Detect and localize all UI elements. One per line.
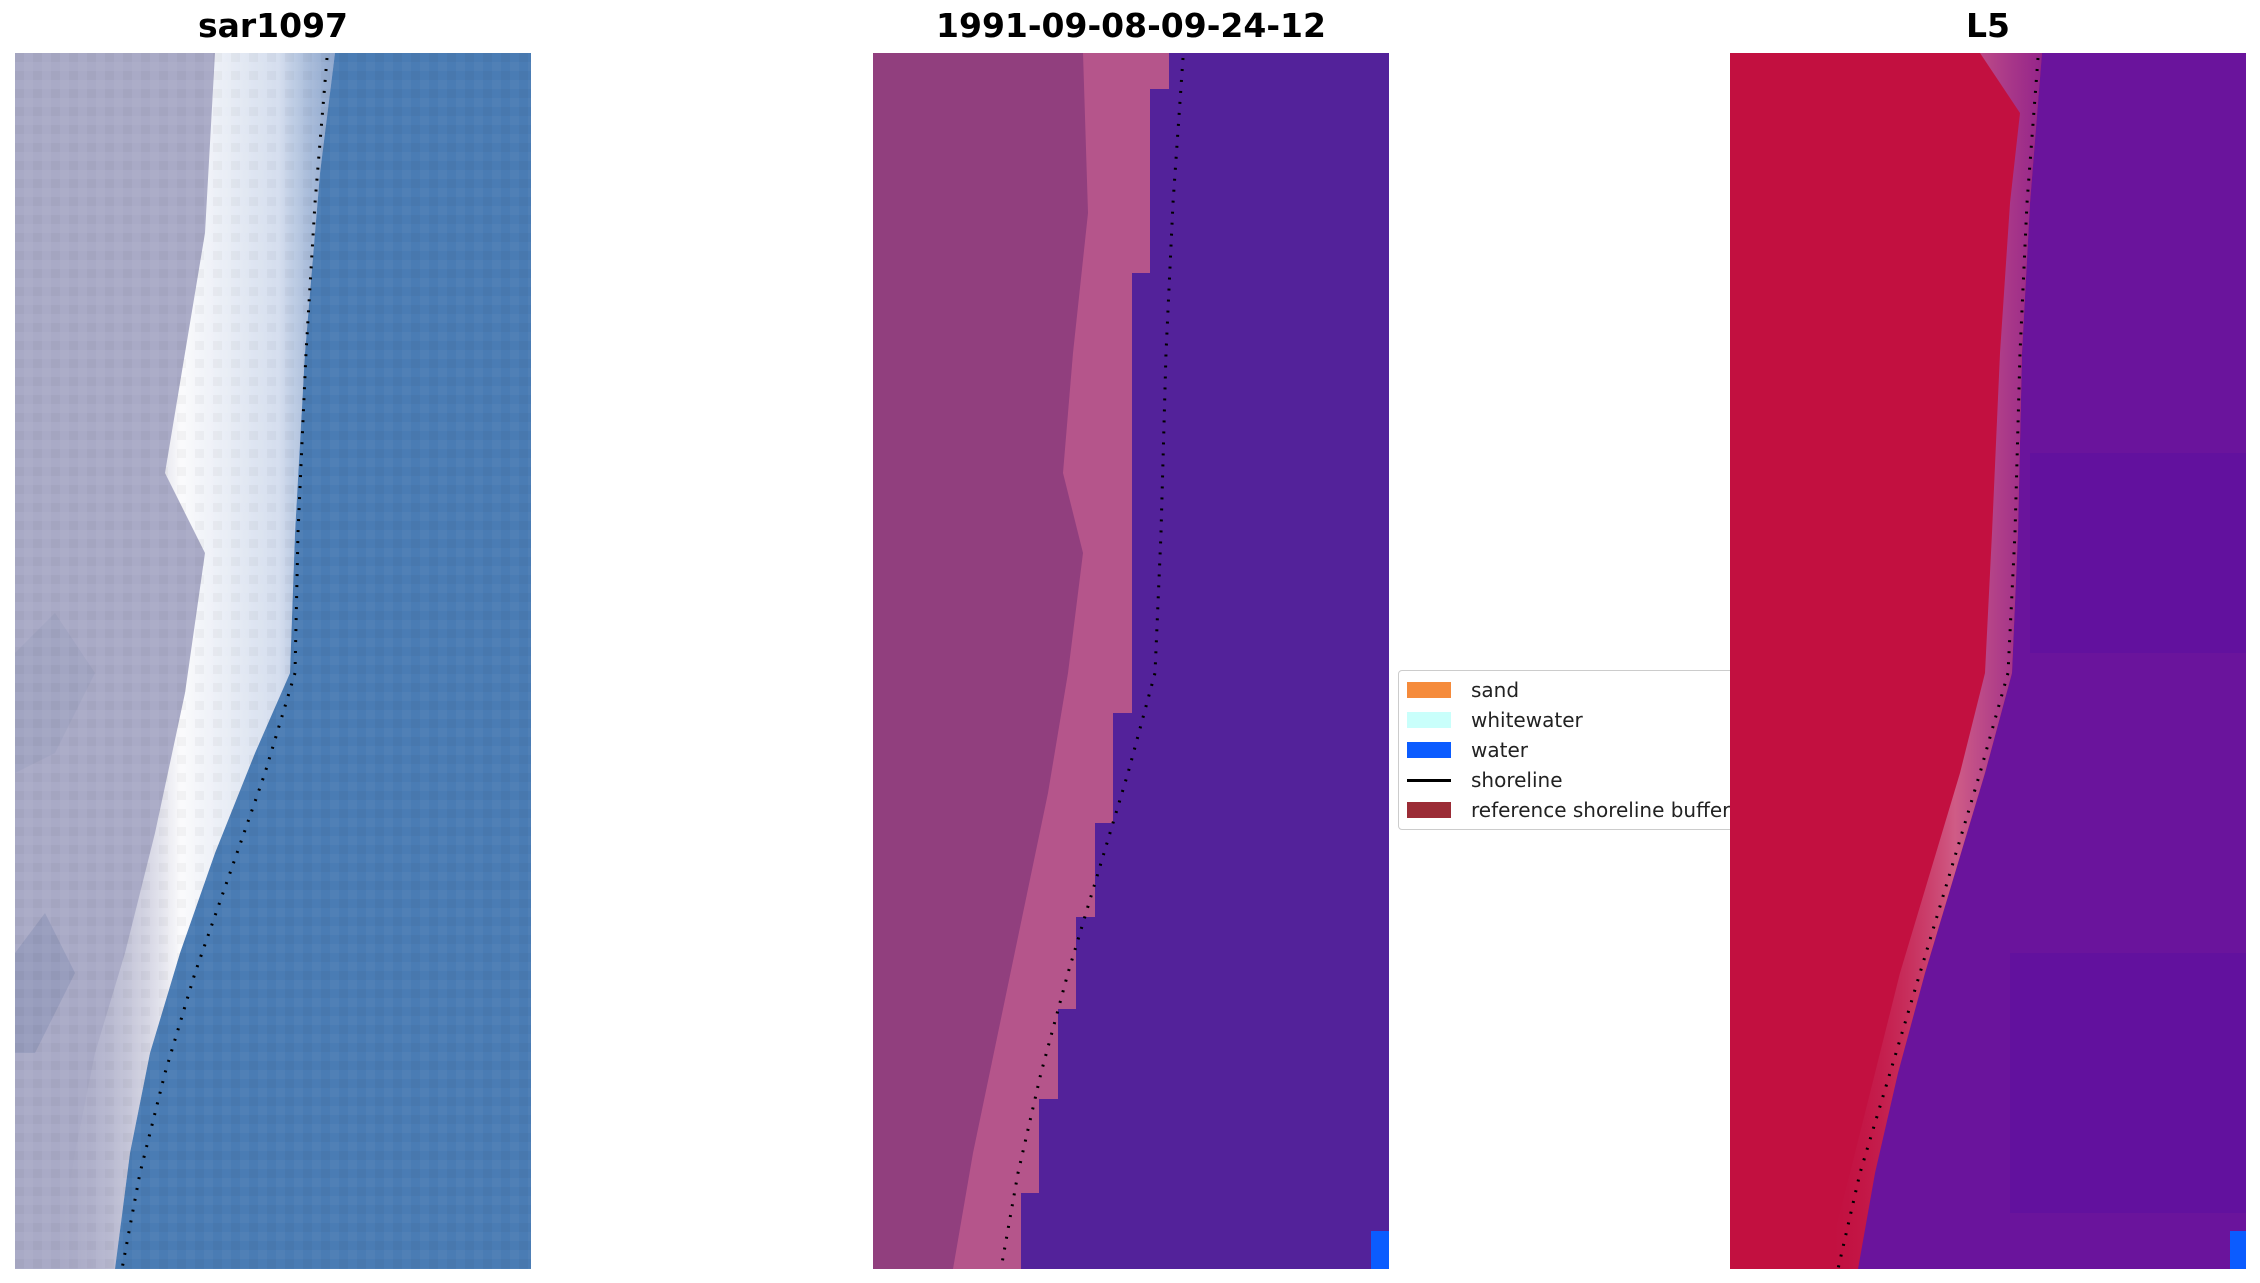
- water-pixel-index: [2230, 1231, 2246, 1269]
- panel-title-rgb: sar1097: [197, 6, 349, 45]
- legend-label-sand: sand: [1471, 678, 1520, 702]
- panel-title-classification: 1991-09-08-09-24-12: [936, 6, 1326, 45]
- legend-swatch-sand: [1407, 682, 1451, 698]
- legend: sand whitewater water shoreline referenc…: [1398, 670, 1750, 830]
- rgb-image: [15, 53, 531, 1269]
- legend-label-water: water: [1471, 738, 1528, 762]
- legend-label-whitewater: whitewater: [1471, 708, 1583, 732]
- legend-swatch-whitewater: [1407, 712, 1451, 728]
- legend-label-reference-buffer: reference shoreline buffer: [1471, 798, 1731, 822]
- legend-line-shoreline: [1407, 779, 1451, 782]
- classification-image: [873, 53, 1389, 1269]
- legend-item-whitewater: whitewater: [1407, 705, 1747, 733]
- index-image: [1730, 53, 2246, 1269]
- legend-item-sand: sand: [1407, 675, 1747, 703]
- legend-swatch-reference-buffer: [1407, 802, 1451, 818]
- legend-item-reference-buffer: reference shoreline buffer: [1407, 795, 1747, 823]
- panel-title-ndwi: L5: [1966, 6, 2010, 45]
- legend-item-water: water: [1407, 735, 1747, 763]
- water-pixel: [1371, 1231, 1389, 1269]
- legend-swatch-water: [1407, 742, 1451, 758]
- legend-label-shoreline: shoreline: [1471, 768, 1563, 792]
- index-image-panel: [1730, 53, 2246, 1269]
- shoreline-index: [1836, 57, 2040, 1269]
- rgb-image-panel: [15, 53, 531, 1269]
- classification-panel: [873, 53, 1389, 1269]
- legend-item-shoreline: shoreline: [1407, 765, 1747, 793]
